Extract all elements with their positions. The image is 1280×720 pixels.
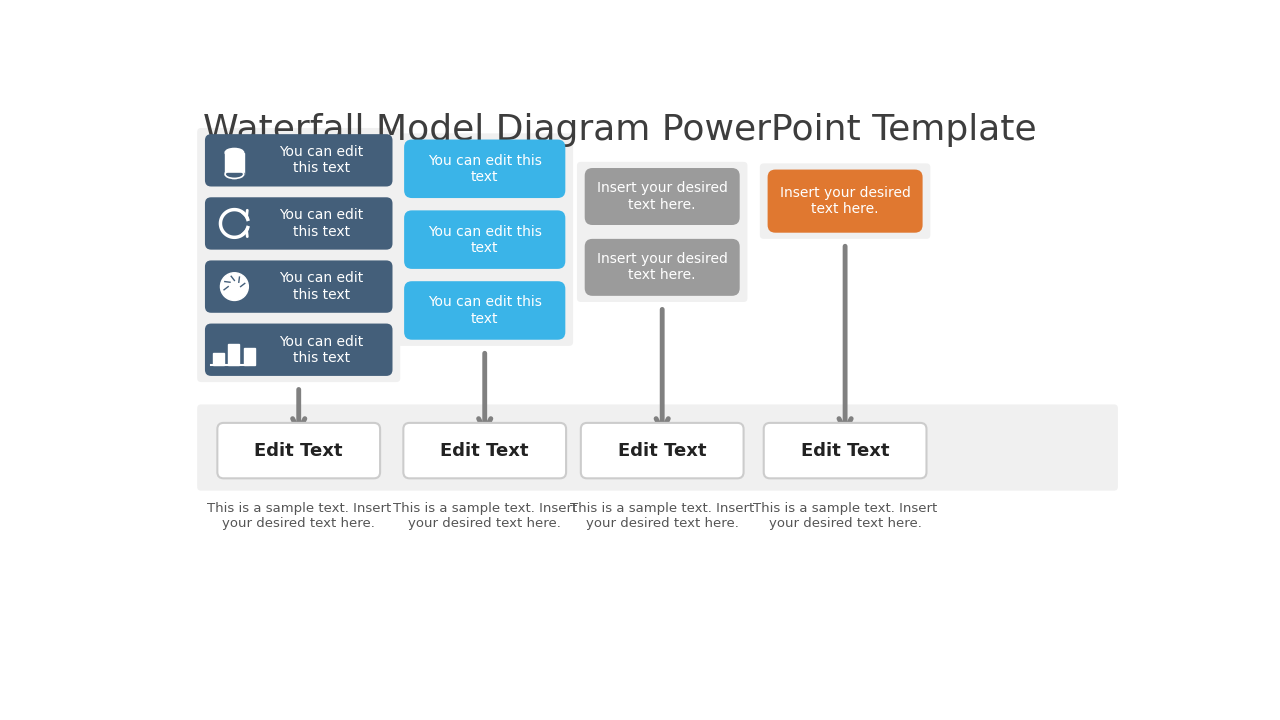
Bar [225, 153, 243, 174]
FancyBboxPatch shape [205, 261, 393, 312]
Text: Edit Text: Edit Text [440, 441, 529, 459]
FancyBboxPatch shape [404, 140, 566, 198]
FancyBboxPatch shape [197, 128, 401, 382]
FancyBboxPatch shape [205, 323, 393, 376]
Circle shape [220, 273, 248, 300]
Text: You can edit this
text: You can edit this text [428, 225, 541, 255]
FancyBboxPatch shape [397, 133, 573, 346]
FancyBboxPatch shape [581, 423, 744, 478]
Bar [212, 353, 224, 365]
FancyBboxPatch shape [404, 282, 566, 340]
FancyBboxPatch shape [585, 168, 740, 225]
Text: You can edit
this text: You can edit this text [279, 145, 364, 176]
FancyBboxPatch shape [768, 169, 923, 233]
Bar [243, 348, 255, 365]
Text: Insert your desired
text here.: Insert your desired text here. [596, 181, 727, 212]
Text: You can edit this
text: You can edit this text [428, 295, 541, 325]
Text: This is a sample text. Insert
your desired text here.: This is a sample text. Insert your desir… [206, 503, 390, 530]
FancyBboxPatch shape [197, 405, 1117, 490]
Text: You can edit
this text: You can edit this text [279, 208, 364, 238]
Text: This is a sample text. Insert
your desired text here.: This is a sample text. Insert your desir… [753, 503, 937, 530]
Text: Insert your desired
text here.: Insert your desired text here. [780, 186, 910, 216]
Bar [224, 174, 244, 179]
FancyBboxPatch shape [403, 423, 566, 478]
Text: This is a sample text. Insert
your desired text here.: This is a sample text. Insert your desir… [570, 503, 754, 530]
Text: Edit Text: Edit Text [255, 441, 343, 459]
Text: Edit Text: Edit Text [801, 441, 890, 459]
FancyBboxPatch shape [218, 423, 380, 478]
Text: You can edit
this text: You can edit this text [279, 271, 364, 302]
FancyBboxPatch shape [760, 163, 931, 239]
Text: You can edit
this text: You can edit this text [279, 335, 364, 365]
Bar [228, 343, 239, 365]
FancyBboxPatch shape [577, 162, 748, 302]
FancyBboxPatch shape [764, 423, 927, 478]
FancyBboxPatch shape [404, 210, 566, 269]
Text: Insert your desired
text here.: Insert your desired text here. [596, 252, 727, 282]
FancyBboxPatch shape [205, 134, 393, 186]
FancyBboxPatch shape [205, 197, 393, 250]
Text: Waterfall Model Diagram PowerPoint Template: Waterfall Model Diagram PowerPoint Templ… [202, 113, 1037, 148]
FancyBboxPatch shape [585, 239, 740, 296]
Text: You can edit this
text: You can edit this text [428, 153, 541, 184]
Text: Edit Text: Edit Text [618, 441, 707, 459]
Ellipse shape [225, 148, 243, 157]
Text: This is a sample text. Insert
your desired text here.: This is a sample text. Insert your desir… [393, 503, 577, 530]
